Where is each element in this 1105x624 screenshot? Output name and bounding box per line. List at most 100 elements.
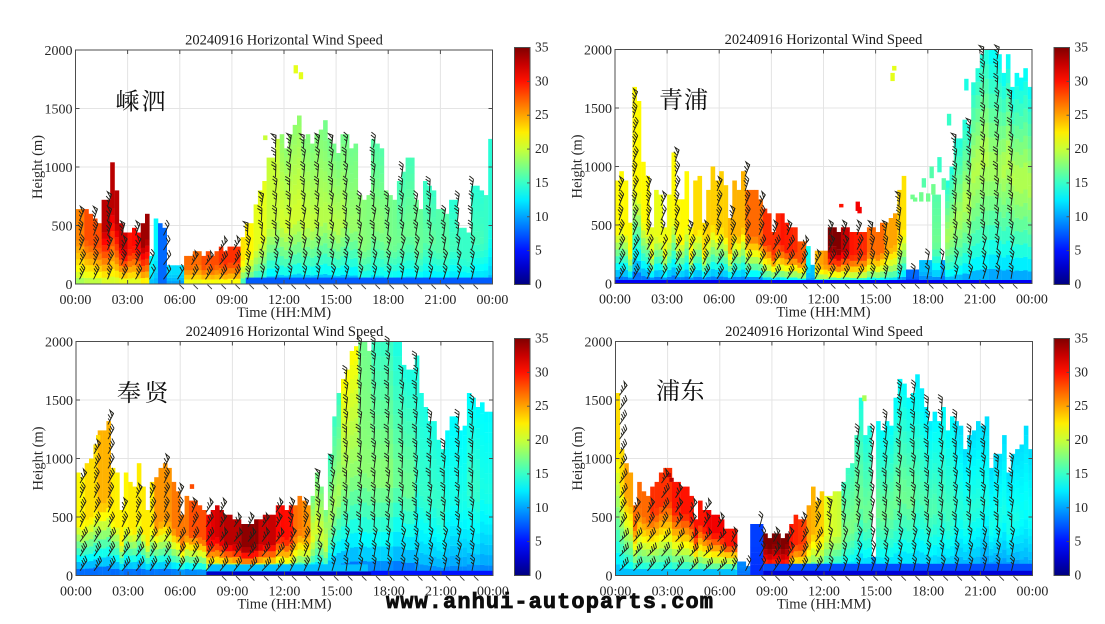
svg-text:0: 0 xyxy=(535,568,542,583)
svg-text:00:00: 00:00 xyxy=(60,293,92,308)
svg-text:15: 15 xyxy=(535,175,549,190)
svg-text:20240916 Horizontal Wind Speed: 20240916 Horizontal Wind Speed xyxy=(725,32,923,48)
svg-text:2000: 2000 xyxy=(584,43,612,58)
svg-text:06:00: 06:00 xyxy=(703,293,735,308)
svg-text:21:00: 21:00 xyxy=(964,293,996,308)
svg-text:00:00: 00:00 xyxy=(600,585,632,600)
svg-text:5: 5 xyxy=(535,534,542,549)
svg-text:0: 0 xyxy=(1075,277,1082,292)
svg-text:25: 25 xyxy=(1075,398,1089,413)
svg-text:0: 0 xyxy=(1075,568,1082,583)
svg-text:Time (HH:MM): Time (HH:MM) xyxy=(237,597,331,613)
svg-text:30: 30 xyxy=(535,364,549,379)
svg-text:15:00: 15:00 xyxy=(321,585,353,600)
svg-text:15: 15 xyxy=(1075,175,1089,190)
svg-text:Height (m): Height (m) xyxy=(31,426,47,490)
svg-text:2000: 2000 xyxy=(585,335,613,350)
svg-text:Time (HH:MM): Time (HH:MM) xyxy=(777,597,871,613)
svg-text:20: 20 xyxy=(535,141,549,156)
svg-text:21:00: 21:00 xyxy=(964,585,996,600)
svg-text:35: 35 xyxy=(1075,331,1089,346)
svg-text:500: 500 xyxy=(52,219,73,234)
svg-text:35: 35 xyxy=(535,40,549,55)
svg-text:Height (m): Height (m) xyxy=(30,135,46,199)
svg-text:12:00: 12:00 xyxy=(269,585,301,600)
svg-text:20240916 Horizontal Wind Speed: 20240916 Horizontal Wind Speed xyxy=(186,324,384,340)
svg-text:1500: 1500 xyxy=(45,394,73,409)
svg-text:35: 35 xyxy=(1075,40,1089,55)
svg-text:30: 30 xyxy=(1075,364,1089,379)
svg-text:20: 20 xyxy=(535,432,549,447)
svg-text:10: 10 xyxy=(535,209,549,224)
svg-text:30: 30 xyxy=(535,73,549,88)
svg-text:5: 5 xyxy=(535,243,542,258)
svg-text:03:00: 03:00 xyxy=(651,293,683,308)
svg-text:20240916 Horizontal Wind Speed: 20240916 Horizontal Wind Speed xyxy=(185,33,383,49)
svg-text:15:00: 15:00 xyxy=(320,293,352,308)
svg-text:09:00: 09:00 xyxy=(755,293,787,308)
svg-text:Time (HH:MM): Time (HH:MM) xyxy=(237,305,331,321)
svg-text:18:00: 18:00 xyxy=(373,585,405,600)
svg-text:15:00: 15:00 xyxy=(860,293,892,308)
svg-text:2000: 2000 xyxy=(45,44,73,59)
svg-text:1000: 1000 xyxy=(45,161,73,176)
svg-text:5: 5 xyxy=(1075,534,1082,549)
svg-text:18:00: 18:00 xyxy=(912,293,944,308)
svg-text:10: 10 xyxy=(1075,209,1089,224)
svg-text:2000: 2000 xyxy=(45,335,73,350)
svg-text:0: 0 xyxy=(606,569,613,584)
svg-text:12:00: 12:00 xyxy=(808,293,840,308)
svg-text:5: 5 xyxy=(1075,243,1082,258)
svg-text:12:00: 12:00 xyxy=(808,585,840,600)
svg-text:20: 20 xyxy=(1075,432,1089,447)
svg-text:00:00: 00:00 xyxy=(1017,585,1049,600)
svg-text:03:00: 03:00 xyxy=(652,585,684,600)
svg-text:12:00: 12:00 xyxy=(268,293,300,308)
svg-text:03:00: 03:00 xyxy=(112,293,144,308)
svg-text:09:00: 09:00 xyxy=(756,585,788,600)
svg-text:Height (m): Height (m) xyxy=(570,134,586,198)
svg-text:1500: 1500 xyxy=(45,102,73,117)
svg-text:500: 500 xyxy=(592,511,613,526)
svg-text:500: 500 xyxy=(591,219,612,234)
svg-text:25: 25 xyxy=(1075,107,1089,122)
svg-text:20240916 Horizontal Wind Speed: 20240916 Horizontal Wind Speed xyxy=(725,324,923,340)
svg-text:0: 0 xyxy=(66,569,73,584)
svg-text:06:00: 06:00 xyxy=(704,585,736,600)
svg-text:1500: 1500 xyxy=(585,394,613,409)
svg-text:Time (HH:MM): Time (HH:MM) xyxy=(776,305,870,321)
svg-text:500: 500 xyxy=(52,511,73,526)
svg-text:06:00: 06:00 xyxy=(164,293,196,308)
svg-text:1000: 1000 xyxy=(45,452,73,467)
svg-text:25: 25 xyxy=(535,107,549,122)
svg-text:15: 15 xyxy=(535,466,549,481)
svg-text:1000: 1000 xyxy=(585,452,613,467)
svg-text:00:00: 00:00 xyxy=(60,585,92,600)
svg-text:06:00: 06:00 xyxy=(164,585,196,600)
svg-text:00:00: 00:00 xyxy=(477,585,509,600)
svg-text:0: 0 xyxy=(66,278,73,293)
svg-text:09:00: 09:00 xyxy=(216,293,248,308)
svg-text:15: 15 xyxy=(1075,466,1089,481)
svg-text:35: 35 xyxy=(535,331,549,346)
svg-text:Height (m): Height (m) xyxy=(570,426,586,490)
svg-text:20: 20 xyxy=(1075,141,1089,156)
svg-text:15:00: 15:00 xyxy=(860,585,892,600)
svg-text:21:00: 21:00 xyxy=(425,585,457,600)
svg-text:1500: 1500 xyxy=(584,102,612,117)
svg-text:0: 0 xyxy=(535,277,542,292)
svg-text:00:00: 00:00 xyxy=(1016,293,1048,308)
svg-text:09:00: 09:00 xyxy=(216,585,248,600)
svg-text:18:00: 18:00 xyxy=(912,585,944,600)
svg-text:10: 10 xyxy=(1075,500,1089,515)
svg-text:www.anhui-autoparts.com: www.anhui-autoparts.com xyxy=(386,590,713,615)
svg-text:10: 10 xyxy=(535,500,549,515)
svg-text:00:00: 00:00 xyxy=(599,293,631,308)
svg-text:00:00: 00:00 xyxy=(477,293,509,308)
svg-text:21:00: 21:00 xyxy=(424,293,456,308)
svg-text:25: 25 xyxy=(535,398,549,413)
svg-text:18:00: 18:00 xyxy=(372,293,404,308)
svg-text:03:00: 03:00 xyxy=(112,585,144,600)
svg-text:0: 0 xyxy=(605,277,612,292)
svg-text:30: 30 xyxy=(1075,73,1089,88)
